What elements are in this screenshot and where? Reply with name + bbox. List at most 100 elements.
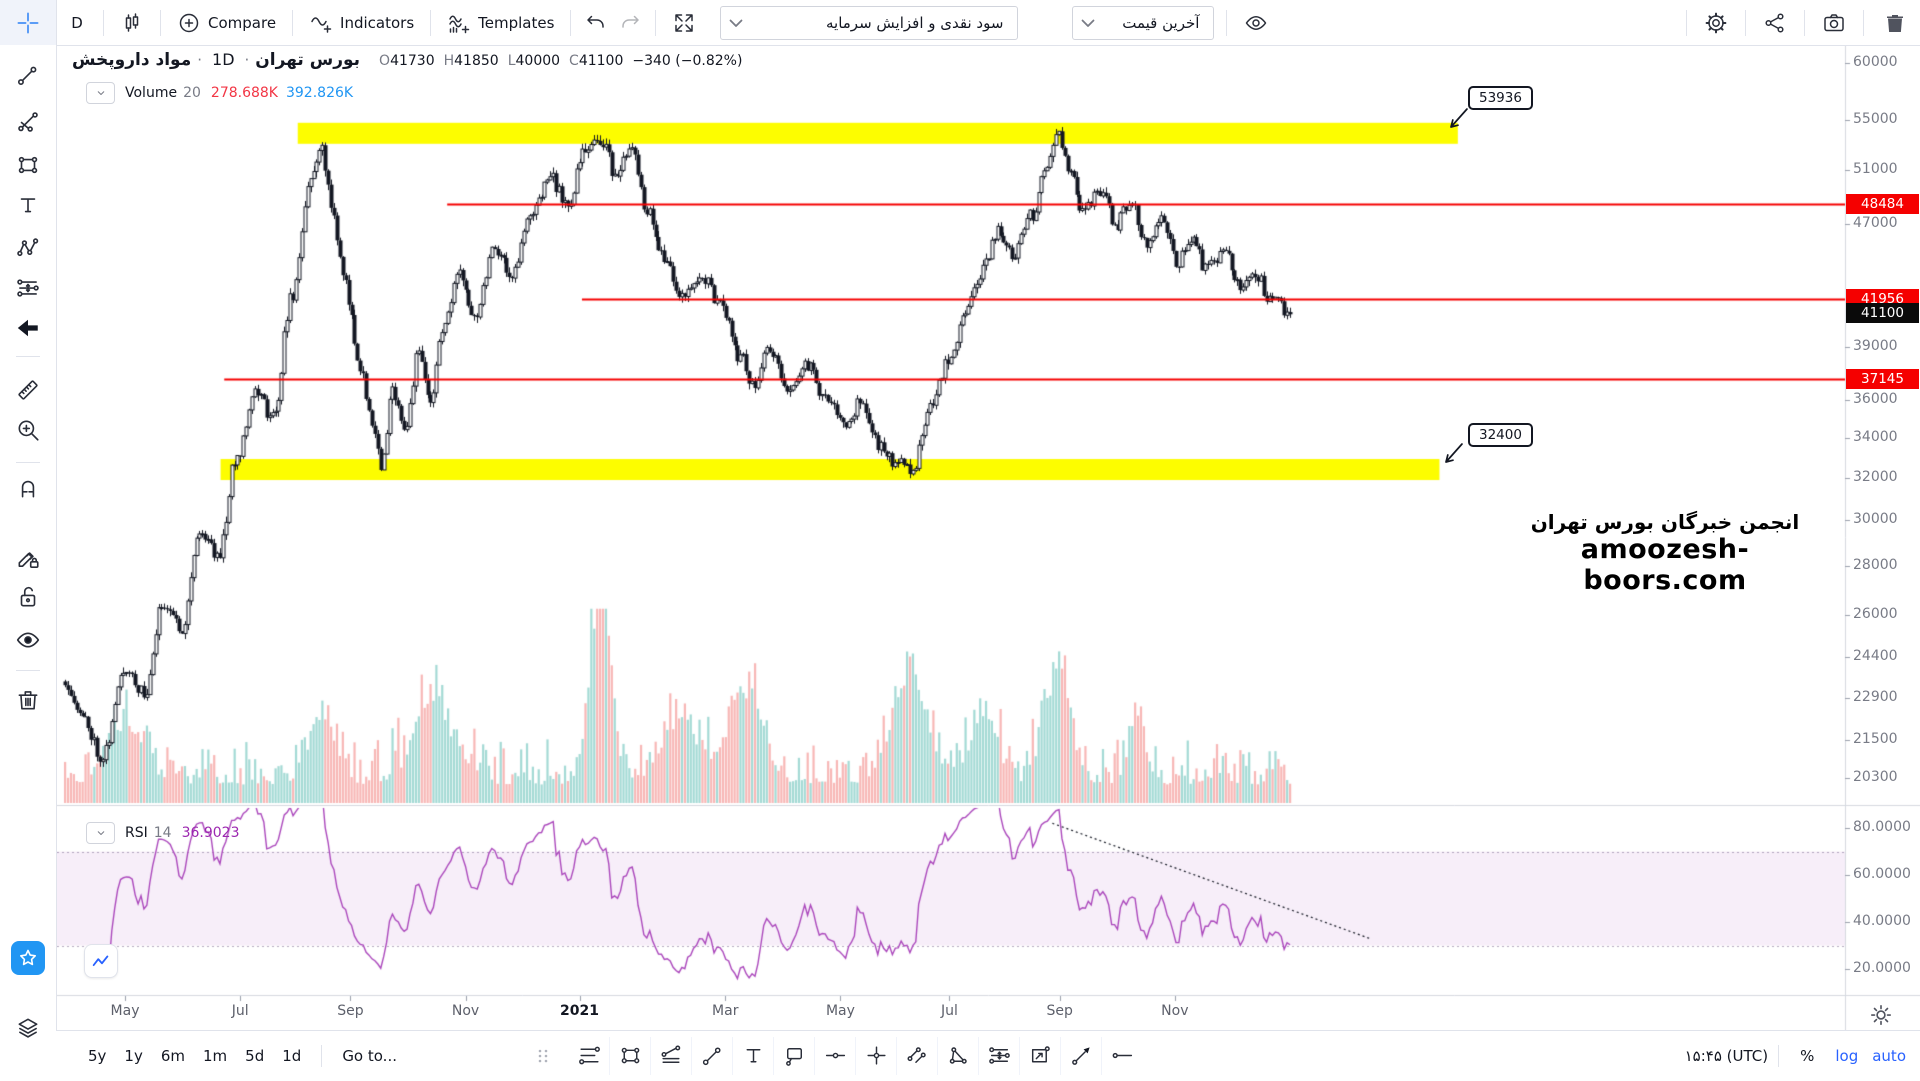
volume-label: Volume	[125, 85, 178, 101]
rsi-tick-label: 40.0000	[1853, 913, 1911, 929]
box-tool-icon[interactable]	[1019, 1036, 1060, 1075]
axis-settings-button[interactable]	[1868, 1002, 1894, 1032]
rsi-tick-label: 80.0000	[1853, 819, 1911, 835]
toolbar-separator	[1863, 9, 1864, 36]
ray-tool-icon[interactable]	[1101, 1036, 1142, 1075]
indicator-logo-button[interactable]	[84, 944, 118, 978]
toolbar-separator	[1745, 9, 1746, 36]
range-button-6m[interactable]: 6m	[160, 1046, 185, 1065]
hide-eye-icon[interactable]	[15, 627, 41, 653]
range-button-1m[interactable]: 1m	[203, 1046, 228, 1065]
time-axis-label: Sep	[337, 1003, 364, 1019]
delete-button[interactable]	[1870, 0, 1920, 45]
clock-label[interactable]: ۱۵:۴۵ (UTC)	[1684, 1046, 1769, 1065]
callout-upper-zone[interactable]: 53936	[1468, 86, 1533, 110]
price-level-badge: 37145	[1846, 369, 1919, 390]
price-tick-label: 51000	[1853, 161, 1898, 178]
drag-handle-icon[interactable]	[531, 1044, 555, 1068]
goto-button[interactable]: Go to...	[342, 1046, 397, 1065]
range-button-5d[interactable]: 5d	[245, 1046, 265, 1065]
fibproj-tool-icon[interactable]	[978, 1036, 1019, 1075]
draw-lock-icon[interactable]	[15, 545, 41, 571]
snapshot-button[interactable]	[1811, 0, 1857, 45]
magnet-icon[interactable]	[15, 475, 41, 501]
callout-tool-icon[interactable]	[773, 1036, 814, 1075]
price-tick-label: 32000	[1853, 468, 1898, 485]
ohlc-values: O41730 H41850 L40000 C41100	[370, 53, 623, 69]
log-scale-button[interactable]: log	[1835, 1046, 1859, 1065]
crosshair-icon	[16, 11, 40, 35]
percent-scale-button[interactable]: %	[1800, 1046, 1815, 1065]
undo-button[interactable]	[577, 0, 613, 45]
range-button-1y[interactable]: 1y	[124, 1046, 143, 1065]
price-tick-label: 34000	[1853, 428, 1898, 445]
redo-button[interactable]	[613, 0, 649, 45]
candles-icon	[120, 11, 144, 35]
snapshot-icon	[1822, 11, 1846, 35]
text-icon[interactable]	[15, 192, 41, 218]
hlines-tool-icon[interactable]	[569, 1037, 609, 1075]
back-arrow-icon[interactable]	[15, 315, 41, 341]
interval-label: D	[71, 13, 83, 32]
rect-tool-icon[interactable]	[609, 1036, 650, 1075]
pattern-icon[interactable]	[15, 235, 41, 261]
price-tick-label: 55000	[1853, 111, 1898, 128]
range-button-1d[interactable]: 1d	[282, 1046, 302, 1065]
price-tick-label: 30000	[1853, 511, 1898, 528]
top-toolbar: D Compare Indicators Templates سود نقدی …	[0, 0, 1920, 46]
channel-tool-icon[interactable]	[896, 1036, 937, 1075]
rsi-legend[interactable]: RSI 14 36.9023	[86, 822, 239, 844]
layers-icon[interactable]	[15, 1015, 41, 1041]
indicators-label: Indicators	[340, 13, 415, 32]
ohlc-key: C	[569, 53, 579, 69]
volume-collapse-button[interactable]	[86, 82, 115, 104]
multiline-tool-icon[interactable]	[650, 1036, 691, 1075]
chevron-down-icon	[1073, 11, 1103, 35]
drawing-tools	[569, 1036, 1142, 1075]
auto-scale-button[interactable]: auto	[1872, 1046, 1906, 1065]
range-button-5y[interactable]: 5y	[88, 1046, 107, 1065]
lock-icon[interactable]	[15, 584, 41, 610]
gear-icon	[1704, 11, 1728, 35]
indicators-button[interactable]: Indicators	[299, 0, 424, 45]
events-dropdown[interactable]: سود نقدی و افزایش سرمایه	[720, 5, 1019, 40]
interval-button[interactable]: D	[57, 0, 97, 45]
symbol-legend[interactable]: مواد داروپخش · 1D · بورس تهران O41730 H41…	[72, 50, 742, 70]
shapes-icon[interactable]	[15, 152, 41, 178]
share-button[interactable]	[1752, 0, 1798, 45]
callout-lower-zone[interactable]: 32400	[1468, 423, 1533, 447]
cross-tool-icon[interactable]	[855, 1036, 896, 1075]
ohlc-value: 41730	[390, 53, 435, 69]
toolbar-separator	[1686, 9, 1687, 36]
price-mode-dropdown[interactable]: آخرین قیمت	[1072, 5, 1215, 40]
templates-button[interactable]: Templates	[437, 0, 564, 45]
hray-tool-icon[interactable]	[814, 1036, 855, 1075]
arrow-tool-icon[interactable]	[1060, 1036, 1101, 1075]
fullscreen-button[interactable]	[662, 0, 706, 45]
range-buttons: 5y 1y 6m 1m 5d 1d Go to...	[80, 1031, 407, 1080]
trendline-icon[interactable]	[15, 62, 41, 88]
chart-style-button[interactable]	[110, 0, 154, 45]
zoom-in-icon[interactable]	[15, 417, 41, 443]
star-icon	[16, 946, 40, 970]
crosshair-tool-button[interactable]	[0, 0, 57, 45]
chevron-down-icon	[721, 11, 751, 35]
favorites-star-button[interactable]	[11, 941, 45, 975]
trash-icon	[1883, 11, 1907, 35]
gann-icon[interactable]	[15, 109, 41, 135]
rsi-collapse-button[interactable]	[86, 822, 115, 844]
compare-button[interactable]: Compare	[167, 0, 286, 45]
watermark: انجمن خبرگان بورس تهران amoozesh-boors.c…	[1500, 510, 1830, 596]
text-tool-icon[interactable]	[732, 1036, 773, 1075]
visibility-button[interactable]	[1233, 0, 1279, 45]
volume-legend[interactable]: Volume 20 278.688K 392.826K	[86, 82, 353, 104]
trendline-tool-icon[interactable]	[691, 1036, 732, 1075]
remove-trash-icon[interactable]	[15, 687, 41, 713]
settings-button[interactable]	[1693, 0, 1739, 45]
ruler-icon[interactable]	[15, 377, 41, 403]
prediction-icon[interactable]	[15, 275, 41, 301]
price-tick-label: 22900	[1853, 689, 1898, 706]
triangle-tool-icon[interactable]	[937, 1036, 978, 1075]
price-mode-value: آخرین قیمت	[1122, 13, 1200, 32]
